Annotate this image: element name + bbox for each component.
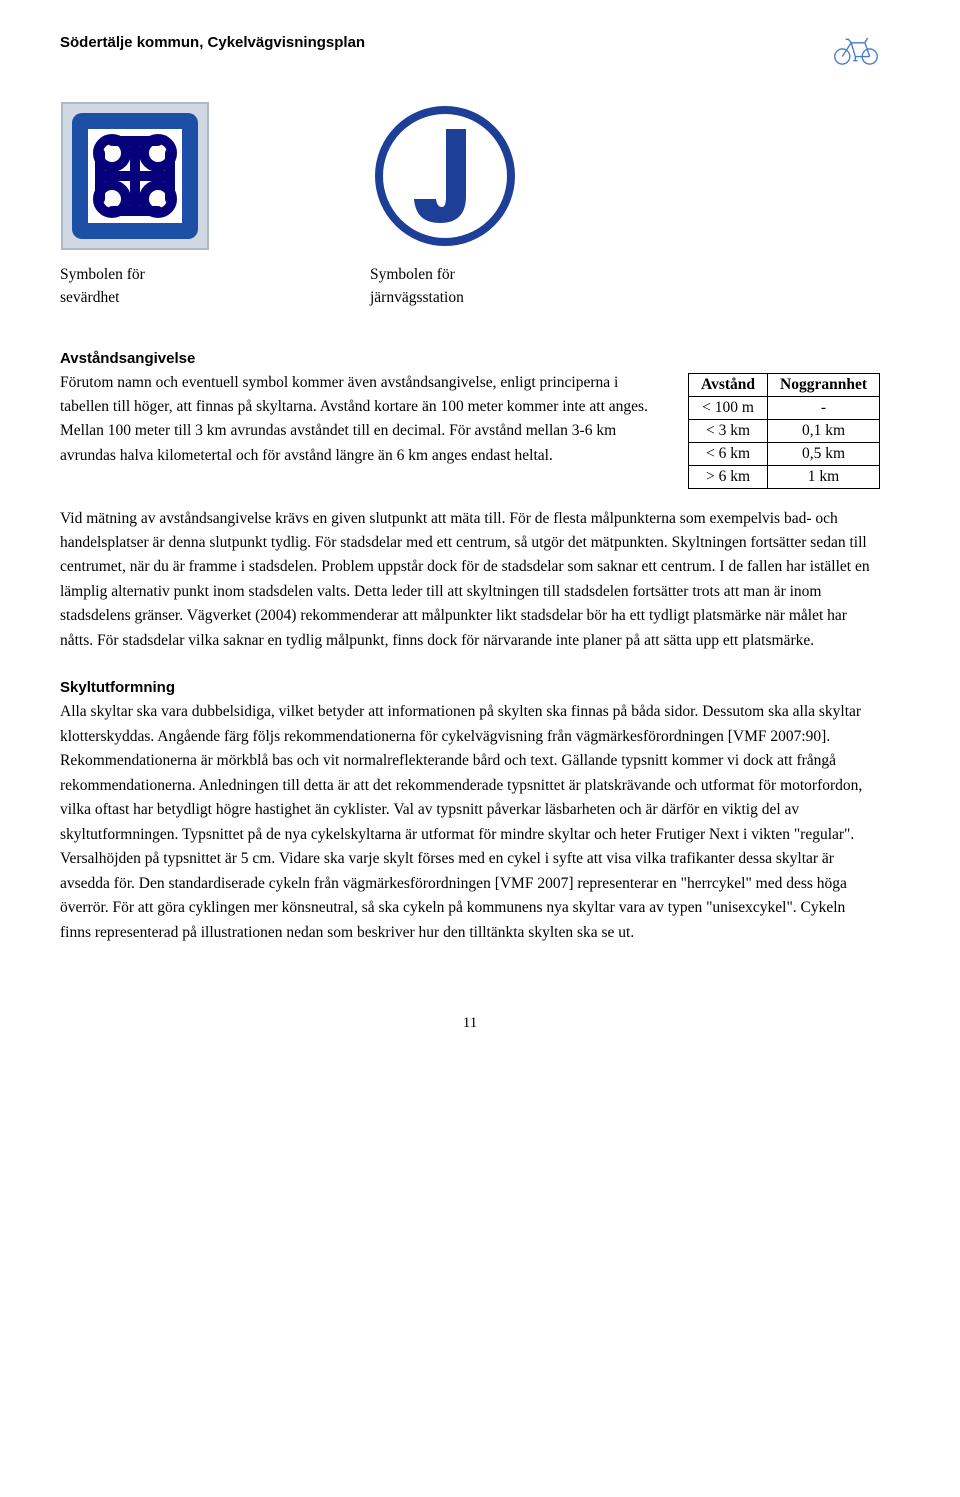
section-heading-avstand: Avståndsangivelse (60, 350, 880, 367)
avstand-row: Förutom namn och eventuell symbol kommer… (60, 371, 880, 489)
bicycle-icon (832, 34, 880, 71)
td: > 6 km (689, 465, 768, 488)
jarnvag-sign-icon (370, 101, 520, 251)
td: < 100 m (689, 396, 768, 419)
table-row: < 3 km 0,1 km (689, 419, 880, 442)
section-heading-skylt: Skyltutformning (60, 679, 880, 696)
sevardhet-sign-icon (60, 101, 210, 251)
td: 1 km (768, 465, 880, 488)
table-row: > 6 km 1 km (689, 465, 880, 488)
jarnvag-caption: Symbolen för järnvägsstation (370, 263, 464, 310)
symbol-jarnvag: Symbolen för järnvägsstation (370, 101, 520, 310)
th-avstand: Avstånd (689, 373, 768, 396)
skylt-paragraph: Alla skyltar ska vara dubbelsidiga, vilk… (60, 700, 880, 945)
td: 0,1 km (768, 419, 880, 442)
page-header: Södertälje kommun, Cykelvägvisningsplan (60, 34, 880, 71)
td: < 3 km (689, 419, 768, 442)
table-row: < 100 m - (689, 396, 880, 419)
td: - (768, 396, 880, 419)
sevardhet-line2: sevärdhet (60, 289, 119, 306)
table-header-row: Avstånd Noggrannhet (689, 373, 880, 396)
td: < 6 km (689, 442, 768, 465)
jarnvag-line1: Symbolen för (370, 266, 455, 283)
jarnvag-line2: järnvägsstation (370, 289, 464, 306)
sevardhet-caption: Symbolen för sevärdhet (60, 263, 145, 310)
page-number: 11 (60, 1015, 880, 1032)
td: 0,5 km (768, 442, 880, 465)
sevardhet-line1: Symbolen för (60, 266, 145, 283)
table-row: < 6 km 0,5 km (689, 442, 880, 465)
distance-table: Avstånd Noggrannhet < 100 m - < 3 km 0,1… (688, 373, 880, 489)
avstand-paragraph1: Förutom namn och eventuell symbol kommer… (60, 371, 660, 469)
symbol-sevardhet: Symbolen för sevärdhet (60, 101, 210, 310)
avstand-paragraph2: Vid mätning av avståndsangivelse krävs e… (60, 507, 880, 654)
symbols-row: Symbolen för sevärdhet Symbolen för järn… (60, 101, 880, 310)
document-title: Södertälje kommun, Cykelvägvisningsplan (60, 34, 365, 51)
th-noggrannhet: Noggrannhet (768, 373, 880, 396)
